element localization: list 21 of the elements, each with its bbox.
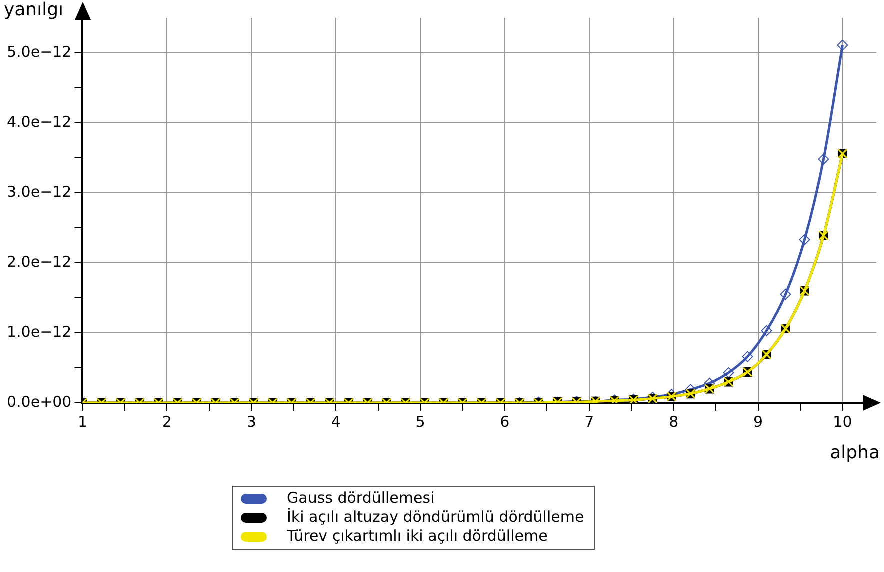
x-tick-label: 4 [331, 412, 341, 431]
y-tick-label: 5.0e−12 [6, 42, 72, 61]
x-tick-label: 1 [78, 412, 88, 431]
x-tick-label: 3 [246, 412, 256, 431]
y-tick-label: 4.0e−12 [6, 112, 72, 131]
x-tick-label: 7 [584, 412, 594, 431]
legend-label: Gauss dördüllemesi [287, 489, 435, 508]
legend-label: Türev çıkartımlı iki açılı dördülleme [287, 527, 548, 546]
legend-label: İki açılı altuzay döndürümlü dördülleme [287, 508, 584, 527]
y-tick-label: 3.0e−12 [6, 182, 72, 201]
y-tick-label: 0.0e+00 [6, 392, 72, 411]
y-tick-label: 2.0e−12 [6, 252, 72, 271]
x-tick-label: 2 [162, 412, 172, 431]
x-tick-label: 6 [500, 412, 510, 431]
y-tick-label: 1.0e−12 [6, 322, 72, 341]
x-tick-label: 10 [833, 412, 852, 431]
y-axis-title: yanılgı [4, 0, 64, 21]
x-tick-label: 5 [416, 412, 426, 431]
x-tick-label: 9 [754, 412, 764, 431]
x-axis-title: alpha [830, 442, 880, 464]
x-tick-label: 8 [669, 412, 679, 431]
